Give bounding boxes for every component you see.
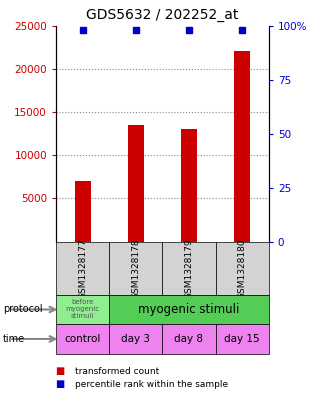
Text: protocol: protocol [3,305,43,314]
Text: GSM1328180: GSM1328180 [238,238,247,299]
Text: GSM1328179: GSM1328179 [185,238,194,299]
Text: day 15: day 15 [224,334,260,344]
Text: control: control [64,334,101,344]
Bar [128,125,144,242]
Bar [109,295,269,324]
Text: GSM1328177: GSM1328177 [78,238,87,299]
Bar [163,242,216,295]
Bar [163,324,216,354]
Text: ■: ■ [56,366,68,376]
Bar [216,324,269,354]
Title: GDS5632 / 202252_at: GDS5632 / 202252_at [86,8,239,22]
Text: day 3: day 3 [121,334,150,344]
Text: before
myogenic
stimuli: before myogenic stimuli [66,299,100,320]
Text: time: time [3,334,25,344]
Text: percentile rank within the sample: percentile rank within the sample [75,380,228,389]
Bar [181,129,197,242]
Bar [234,51,250,242]
Text: ■: ■ [56,379,68,389]
Bar [75,181,91,242]
Bar [56,242,109,295]
Text: transformed count: transformed count [75,367,159,376]
Bar [56,324,109,354]
Text: day 8: day 8 [174,334,204,344]
Bar [56,295,109,324]
Bar [216,242,269,295]
Bar [109,242,163,295]
Bar [109,324,163,354]
Text: myogenic stimuli: myogenic stimuli [138,303,240,316]
Text: GSM1328178: GSM1328178 [131,238,140,299]
